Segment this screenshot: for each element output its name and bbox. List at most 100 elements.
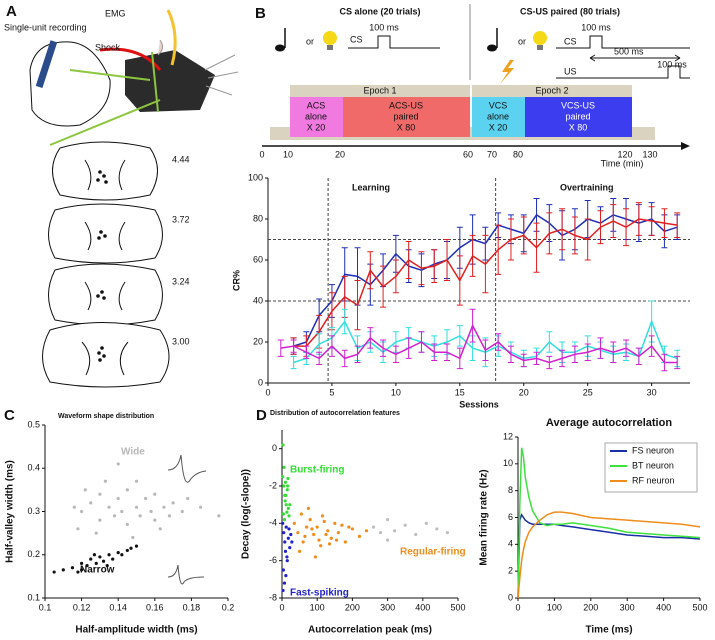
error-bar — [584, 343, 591, 361]
waveform-icons — [167, 454, 207, 585]
annotation: Learning — [352, 182, 390, 192]
point — [80, 561, 84, 566]
error-bar — [405, 337, 412, 359]
x-tick-label: 0.16 — [146, 602, 164, 612]
label: or — [518, 36, 526, 46]
x-tick-label: 20 — [519, 387, 529, 397]
x-tick-label: 300 — [620, 602, 635, 612]
box-label: paired — [393, 111, 418, 121]
error-bar — [533, 351, 540, 366]
point — [347, 525, 351, 529]
error-bar — [341, 349, 348, 368]
point — [131, 535, 135, 540]
point — [282, 484, 286, 488]
y-axis-label: Half-valley width (ms) — [5, 460, 16, 563]
point — [180, 509, 184, 514]
x-tick-label: 0.18 — [183, 602, 201, 612]
y-tick-label: 0 — [508, 592, 513, 602]
error-bar — [623, 208, 630, 247]
point — [105, 563, 109, 568]
point — [94, 561, 98, 566]
point — [80, 568, 84, 572]
y-tick-label: -4 — [269, 518, 277, 528]
point — [112, 514, 117, 518]
error-bar — [546, 355, 553, 370]
point — [281, 512, 286, 516]
y-tick-label: 60 — [253, 254, 263, 264]
point — [89, 501, 93, 505]
x-tick-label: 15 — [455, 387, 465, 397]
timeline — [262, 85, 690, 150]
point — [171, 501, 175, 505]
point — [336, 531, 340, 535]
recording-sites — [96, 170, 108, 362]
point — [103, 479, 107, 483]
error-bar — [392, 345, 399, 363]
legend-label: BT neuron — [632, 460, 674, 470]
error-bar — [635, 347, 642, 366]
section-label: 3.24 — [172, 276, 190, 286]
point — [333, 521, 337, 525]
error-bar — [674, 212, 681, 238]
point — [111, 557, 115, 561]
point — [125, 548, 129, 553]
series-line — [517, 513, 701, 599]
x-tick-label: 25 — [583, 387, 593, 397]
error-bar — [559, 349, 566, 368]
series-annotation: Fast-spiking — [290, 588, 349, 599]
point — [310, 527, 314, 531]
y-tick-label: 8 — [508, 485, 513, 495]
y-tick-label: 12 — [503, 431, 513, 441]
error-bar — [610, 204, 617, 238]
point — [284, 574, 288, 578]
y-tick-label: 40 — [253, 295, 263, 305]
point — [129, 546, 133, 550]
timeline-tick: 70 — [487, 149, 497, 159]
x-tick-label: 100 — [547, 602, 562, 612]
y-tick-label: 0 — [272, 443, 277, 453]
error-bar — [482, 339, 489, 361]
box-label: alone — [305, 111, 327, 121]
error-bar — [456, 325, 463, 347]
error-bar — [597, 210, 604, 245]
error-bar — [520, 216, 527, 255]
point — [287, 514, 291, 518]
error-bar — [546, 331, 553, 353]
legend: FS neuron BT neuron RF neuron — [604, 442, 698, 493]
x-axis-label: Time (ms) — [585, 625, 632, 636]
point — [303, 534, 307, 539]
error-bar — [520, 353, 527, 368]
x-tick-label: 5 — [329, 387, 334, 397]
epoch-label: Epoch 2 — [535, 85, 568, 95]
error-bar — [648, 206, 655, 236]
x-tick-label: 0 — [279, 602, 284, 612]
timeline-label: Time (min) — [601, 158, 644, 168]
error-bar — [546, 212, 553, 255]
point — [134, 479, 139, 483]
point — [98, 518, 102, 522]
error-bar — [507, 218, 514, 261]
x-tick-label: 0.2 — [222, 602, 235, 612]
rat-head-schematic — [29, 9, 239, 146]
heading: CS-US paired (80 trials) — [520, 6, 620, 16]
point — [414, 532, 418, 537]
point — [70, 566, 75, 570]
error-bar — [380, 339, 387, 357]
error-bar — [495, 224, 502, 275]
error-bar — [392, 259, 399, 294]
point — [317, 538, 321, 542]
panel-label: C — [4, 407, 15, 424]
point — [120, 509, 124, 514]
point — [334, 538, 339, 542]
point — [107, 553, 111, 557]
point — [149, 509, 153, 514]
error-bar — [495, 333, 502, 351]
timeline-tick: 0 — [259, 149, 264, 159]
box-label: VCS-US — [561, 100, 595, 110]
point — [286, 536, 290, 540]
box-label: ACS-US — [389, 100, 423, 110]
error-bar — [456, 255, 463, 306]
point — [299, 512, 303, 516]
point — [403, 523, 407, 527]
x-tick-label: 100 — [310, 602, 325, 612]
